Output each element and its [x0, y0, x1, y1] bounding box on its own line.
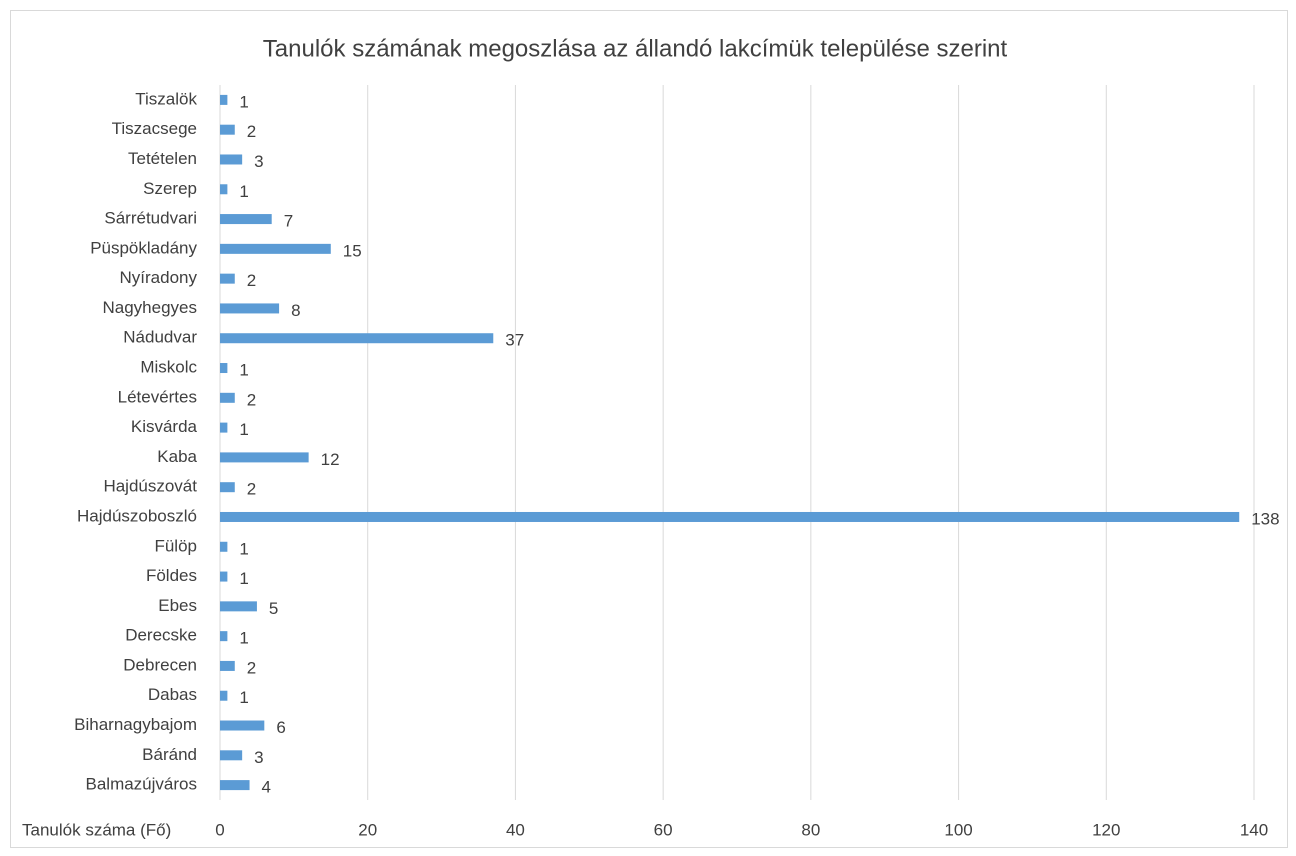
bar [220, 571, 228, 582]
y-tick-label: Hajdúszoboszló [77, 506, 197, 525]
data-label: 138 [1251, 509, 1279, 528]
data-label: 12 [321, 450, 340, 469]
bar [220, 392, 235, 403]
bar [220, 333, 494, 344]
y-tick-label: Tiszalök [135, 89, 197, 108]
bar [220, 601, 257, 612]
bar [220, 720, 265, 731]
data-label: 1 [239, 569, 248, 588]
data-label: 7 [284, 212, 293, 231]
x-tick-label: 80 [801, 820, 820, 839]
bar [220, 184, 228, 195]
y-tick-label: Kisvárda [131, 417, 198, 436]
bar [220, 482, 235, 493]
y-tick-label: Létevértes [118, 387, 197, 406]
y-tick-label: Báránd [142, 745, 197, 764]
y-tick-label: Derecske [125, 626, 197, 645]
data-label: 2 [247, 271, 256, 290]
data-label: 6 [276, 718, 285, 737]
y-tick-label: Püspökladány [90, 238, 197, 257]
y-tick-label: Szerep [143, 179, 197, 198]
y-tick-label: Debrecen [123, 655, 197, 674]
x-tick-label: 40 [506, 820, 525, 839]
bar [220, 243, 331, 254]
bar [220, 214, 272, 225]
y-tick-label: Földes [146, 566, 197, 585]
y-tick-label: Balmazújváros [86, 775, 198, 794]
data-label: 1 [239, 539, 248, 558]
data-label: 15 [343, 241, 362, 260]
data-label: 1 [239, 420, 248, 439]
bar [220, 154, 243, 165]
data-label: 2 [247, 480, 256, 499]
y-tick-label: Biharnagybajom [74, 715, 197, 734]
bar [220, 541, 228, 552]
y-tick-label: Nyíradony [120, 268, 198, 287]
x-tick-label: 140 [1240, 820, 1268, 839]
x-tick-label: 100 [944, 820, 972, 839]
bar [220, 422, 228, 433]
data-label: 3 [254, 152, 263, 171]
bar [220, 750, 243, 761]
x-tick-label: 20 [358, 820, 377, 839]
y-tick-label: Dabas [148, 685, 197, 704]
bar [220, 660, 235, 671]
bar [220, 511, 1240, 522]
y-tick-label: Fülöp [154, 536, 197, 555]
bar [220, 452, 309, 463]
y-tick-label: Ebes [158, 596, 197, 615]
data-label: 4 [262, 778, 271, 797]
data-label: 8 [291, 301, 300, 320]
data-label: 1 [239, 361, 248, 380]
bar [220, 273, 235, 284]
chart-title: Tanulók számának megoszlása az állandó l… [263, 35, 1008, 62]
x-tick-label: 0 [215, 820, 224, 839]
data-label: 2 [247, 390, 256, 409]
data-label: 3 [254, 748, 263, 767]
y-tick-label: Miskolc [140, 358, 197, 377]
y-tick-label: Tetételen [128, 149, 197, 168]
y-tick-label: Kaba [157, 447, 197, 466]
data-label: 2 [247, 658, 256, 677]
data-label: 1 [239, 92, 248, 111]
bar [220, 124, 235, 135]
bar [220, 780, 250, 791]
y-tick-label: Nádudvar [123, 328, 197, 347]
data-label: 1 [239, 182, 248, 201]
data-label: 1 [239, 629, 248, 648]
y-tick-label: Nagyhegyes [102, 298, 197, 317]
data-label: 2 [247, 122, 256, 141]
bar [220, 94, 228, 105]
y-tick-label: Hajdúszovát [103, 477, 197, 496]
x-tick-label: 60 [654, 820, 673, 839]
bar [220, 631, 228, 642]
data-label: 5 [269, 599, 278, 618]
chart-border [10, 10, 1288, 848]
bar [220, 303, 280, 314]
data-label: 37 [505, 331, 524, 350]
y-tick-label: Tiszacsege [112, 119, 197, 138]
x-tick-label: 120 [1092, 820, 1120, 839]
data-label: 1 [239, 688, 248, 707]
bar [220, 363, 228, 374]
y-tick-label: Sárrétudvari [104, 209, 197, 228]
x-axis-label: Tanulók száma (Fő) [22, 820, 171, 839]
bar [220, 690, 228, 701]
